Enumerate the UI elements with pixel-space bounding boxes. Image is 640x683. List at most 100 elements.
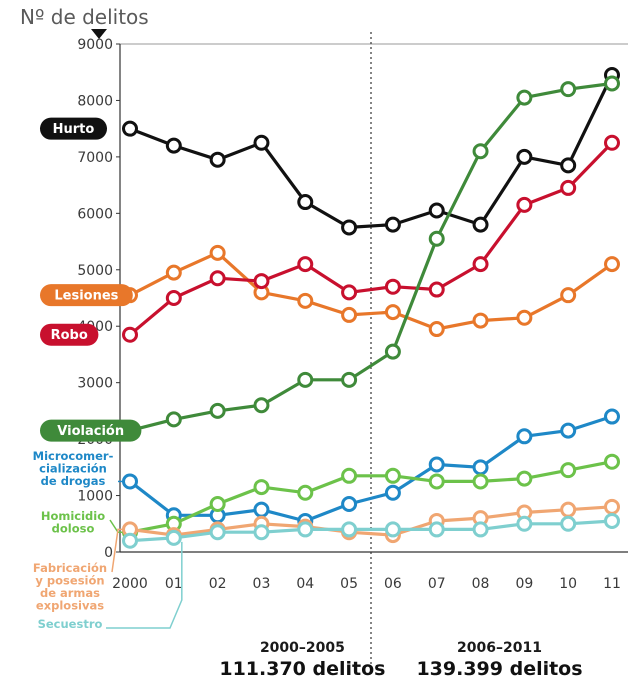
series-label-text: Lesiones bbox=[54, 289, 118, 304]
data-point bbox=[516, 148, 533, 165]
data-point bbox=[297, 371, 314, 388]
data-point bbox=[604, 512, 620, 529]
data-point bbox=[253, 501, 270, 518]
data-point bbox=[341, 371, 358, 388]
y-tick-label: 5000 bbox=[77, 263, 113, 279]
data-point bbox=[165, 411, 182, 428]
data-point bbox=[560, 287, 577, 304]
y-tick-label: 3000 bbox=[77, 376, 113, 392]
y-tick-label: 9000 bbox=[77, 37, 113, 53]
data-point bbox=[341, 467, 358, 484]
data-point bbox=[604, 408, 620, 425]
data-point bbox=[516, 89, 533, 106]
series-7 bbox=[122, 512, 620, 549]
data-point bbox=[428, 202, 445, 219]
data-point bbox=[384, 521, 401, 538]
series-label-line: de armas bbox=[40, 586, 100, 600]
data-point bbox=[560, 157, 577, 174]
x-tick-label: 2000 bbox=[112, 576, 148, 592]
series-label-text: Hurto bbox=[53, 122, 95, 137]
data-point bbox=[297, 292, 314, 309]
series-label-line: de drogas bbox=[41, 474, 106, 488]
data-point bbox=[341, 496, 358, 513]
data-point bbox=[472, 256, 489, 273]
y-axis-arrow-icon bbox=[91, 29, 107, 39]
data-point bbox=[165, 137, 182, 154]
y-tick-label: 0 bbox=[104, 545, 113, 561]
data-point bbox=[384, 484, 401, 501]
data-point bbox=[253, 273, 270, 290]
data-point bbox=[560, 422, 577, 439]
data-point bbox=[472, 521, 489, 538]
data-point bbox=[297, 194, 314, 211]
x-tick-label: 05 bbox=[340, 576, 358, 592]
data-point bbox=[604, 498, 620, 515]
series-0 bbox=[122, 67, 620, 236]
series-line bbox=[129, 251, 613, 331]
data-point bbox=[209, 270, 226, 287]
data-point bbox=[297, 256, 314, 273]
data-point bbox=[604, 453, 620, 470]
y-axis-title: Nº de delitos bbox=[20, 5, 149, 29]
label-pill-bg bbox=[40, 323, 99, 346]
series-label-line: cialización bbox=[39, 462, 107, 476]
data-point bbox=[516, 470, 533, 487]
label-pill-bg bbox=[40, 419, 142, 442]
data-point bbox=[516, 428, 533, 445]
series-label-line: Secuestro bbox=[38, 617, 103, 631]
x-tick-label: 09 bbox=[515, 576, 533, 592]
data-point bbox=[604, 134, 620, 151]
data-point bbox=[472, 312, 489, 329]
data-point bbox=[209, 496, 226, 513]
data-point bbox=[253, 479, 270, 496]
series-label-pill: Robo bbox=[40, 323, 99, 346]
data-point bbox=[472, 216, 489, 233]
data-point bbox=[560, 515, 577, 532]
data-point bbox=[384, 467, 401, 484]
period-range-label: 2006–2011 bbox=[457, 640, 542, 656]
data-point bbox=[516, 515, 533, 532]
data-point bbox=[472, 143, 489, 160]
x-tick-label: 11 bbox=[603, 576, 621, 592]
x-tick-label: 10 bbox=[559, 576, 577, 592]
x-tick-label: 02 bbox=[209, 576, 227, 592]
data-point bbox=[122, 120, 138, 137]
data-point bbox=[209, 524, 226, 541]
data-point bbox=[253, 134, 270, 151]
data-point bbox=[384, 343, 401, 360]
y-tick-label: 8000 bbox=[77, 93, 113, 109]
series-label-pill: Lesiones bbox=[40, 284, 133, 307]
data-point bbox=[122, 326, 138, 343]
data-point bbox=[209, 244, 226, 261]
data-point bbox=[384, 304, 401, 321]
data-point bbox=[560, 81, 577, 98]
period-range-label: 2000–2005 bbox=[260, 640, 345, 656]
series-5 bbox=[122, 453, 620, 541]
y-tick-label: 7000 bbox=[77, 150, 113, 166]
data-point bbox=[472, 459, 489, 476]
data-point bbox=[428, 521, 445, 538]
series-label-line: Homicidio bbox=[41, 509, 105, 523]
data-point bbox=[253, 524, 270, 541]
data-point bbox=[560, 462, 577, 479]
y-tick-label: 1000 bbox=[77, 489, 113, 505]
label-pill-bg bbox=[40, 117, 107, 140]
y-tick-label: 6000 bbox=[77, 206, 113, 222]
series-label-text: Violación bbox=[57, 424, 124, 439]
data-point bbox=[516, 196, 533, 213]
data-point bbox=[122, 473, 138, 490]
series-label-line: y posesión bbox=[35, 574, 104, 588]
data-point bbox=[165, 264, 182, 281]
data-point bbox=[428, 281, 445, 298]
data-point bbox=[297, 521, 314, 538]
data-point bbox=[604, 256, 620, 273]
series-label-line: Fabricación bbox=[33, 561, 107, 575]
data-point bbox=[341, 219, 358, 236]
x-tick-label: 03 bbox=[253, 576, 271, 592]
data-point bbox=[209, 151, 226, 168]
data-point bbox=[384, 278, 401, 295]
data-point bbox=[560, 501, 577, 518]
data-point bbox=[341, 306, 358, 323]
data-point bbox=[165, 529, 182, 546]
